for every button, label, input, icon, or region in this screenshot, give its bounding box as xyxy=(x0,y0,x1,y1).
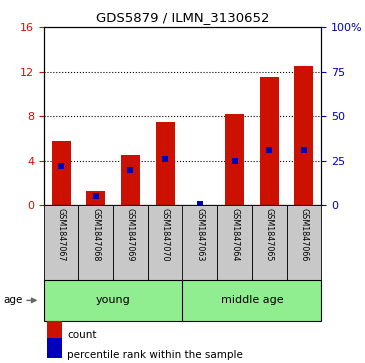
Bar xyxy=(44,205,78,280)
Bar xyxy=(252,205,287,280)
Bar xyxy=(260,77,279,205)
Bar xyxy=(148,205,182,280)
Text: GDS5879 / ILMN_3130652: GDS5879 / ILMN_3130652 xyxy=(96,11,269,24)
Bar xyxy=(86,191,105,205)
Bar xyxy=(78,205,113,280)
Bar xyxy=(113,205,148,280)
Text: GSM1847068: GSM1847068 xyxy=(91,208,100,261)
Bar xyxy=(294,66,314,205)
Text: GSM1847064: GSM1847064 xyxy=(230,208,239,261)
Text: young: young xyxy=(96,295,131,305)
Bar xyxy=(47,338,62,358)
Text: GSM1847067: GSM1847067 xyxy=(57,208,66,262)
Text: GSM1847063: GSM1847063 xyxy=(195,208,204,261)
Bar xyxy=(182,280,321,321)
Text: GSM1847070: GSM1847070 xyxy=(161,208,170,262)
Text: GSM1847066: GSM1847066 xyxy=(299,208,308,261)
Bar xyxy=(217,205,252,280)
Bar xyxy=(51,140,71,205)
Bar xyxy=(225,114,244,205)
Text: middle age: middle age xyxy=(220,295,283,305)
Text: age: age xyxy=(4,294,23,305)
Bar xyxy=(287,205,321,280)
Text: percentile rank within the sample: percentile rank within the sample xyxy=(68,350,243,360)
Bar xyxy=(44,280,182,321)
Text: count: count xyxy=(68,330,97,340)
Bar xyxy=(47,318,62,338)
Bar xyxy=(155,122,175,205)
Text: GSM1847069: GSM1847069 xyxy=(126,208,135,262)
Bar xyxy=(190,204,210,205)
Text: GSM1847065: GSM1847065 xyxy=(265,208,274,262)
Bar xyxy=(121,155,140,205)
Bar xyxy=(182,205,217,280)
